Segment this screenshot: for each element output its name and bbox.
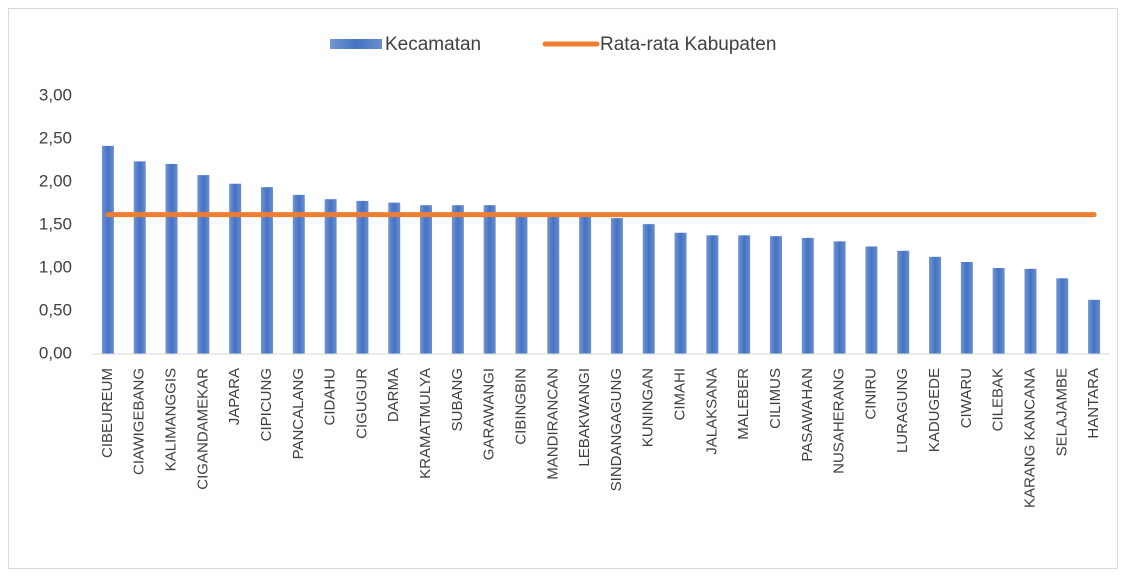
legend-label: Rata-rata Kabupaten (600, 34, 776, 55)
x-tick-label: JALAKSANA (703, 368, 720, 455)
x-tick-label: CILIMUS (767, 368, 784, 429)
bar (197, 175, 210, 354)
x-tick-label: SELAJAMBE (1053, 368, 1070, 456)
x-tick-label: CIGANDAMEKAR (194, 368, 211, 490)
x-tick-label: SINDANGAGUNG (608, 368, 625, 491)
bar (801, 237, 814, 354)
bar (229, 183, 242, 354)
bar (483, 205, 496, 354)
bar (292, 194, 305, 354)
bar (642, 224, 655, 354)
bar (1024, 268, 1037, 354)
bar (1056, 278, 1069, 354)
y-tick-label: 0,50 (39, 300, 72, 319)
x-tick-label: NUSAHERANG (831, 368, 848, 474)
x-tick-label: CIDAHU (322, 368, 339, 426)
x-tick-label: CIMAHI (672, 368, 689, 421)
x-tick-label: KADUGEDE (926, 368, 943, 452)
legend-label: Kecamatan (385, 34, 481, 55)
x-tick-label: GARAWANGI (481, 368, 498, 460)
x-tick-label: CIGUGUR (353, 368, 370, 439)
y-tick-label: 1,00 (39, 257, 72, 276)
x-tick-label: CILEBAK (990, 368, 1007, 431)
bar (101, 145, 114, 354)
x-tick-label: KUNINGAN (640, 368, 657, 447)
bar (451, 205, 464, 354)
x-tick-label: LURAGUNG (894, 368, 911, 453)
bar (388, 202, 401, 354)
bar (992, 268, 1005, 354)
bar (865, 246, 878, 354)
bar (165, 163, 178, 354)
bar (579, 216, 592, 354)
x-tick-label: HANTARA (1085, 368, 1102, 439)
x-tick-label: PASAWAHAN (799, 368, 816, 462)
x-tick-label: CIWARU (958, 368, 975, 428)
x-tick-label: CIBINGBIN (512, 368, 529, 445)
x-tick-label: KALIMANGGIS (163, 368, 180, 471)
x-tick-label: DARMA (385, 368, 402, 422)
bar (897, 250, 910, 354)
bar (324, 199, 337, 354)
y-tick-label: 1,50 (39, 214, 72, 233)
x-tick-label: SUBANG (449, 368, 466, 431)
y-tick-label: 0,00 (39, 343, 72, 362)
x-tick-label: JAPARA (226, 368, 243, 425)
bar (356, 200, 369, 354)
x-tick-label: KRAMATMULYA (417, 368, 434, 479)
bar (706, 235, 719, 354)
bar (260, 187, 273, 354)
legend-swatch (330, 39, 382, 49)
x-tick-label: CIPICUNG (258, 368, 275, 441)
bar (547, 215, 560, 354)
x-tick-label: CIBEUREUM (99, 368, 116, 458)
bar (674, 232, 687, 354)
y-tick-label: 2,50 (39, 128, 72, 147)
x-tick-label: LEBAKWANGI (576, 368, 593, 467)
bar (515, 214, 528, 354)
x-tick-label: CINIRU (862, 368, 879, 420)
bar (610, 218, 623, 354)
bar (769, 236, 782, 354)
y-tick-label: 3,00 (39, 85, 72, 104)
x-tick-label: PANCALANG (290, 368, 307, 459)
bar (133, 161, 146, 354)
y-tick-label: 2,00 (39, 171, 72, 190)
bar (833, 241, 846, 354)
bar (1088, 299, 1101, 354)
x-tick-label: KARANG KANCANA (1021, 368, 1038, 508)
chart-border (8, 8, 1118, 569)
x-tick-label: MALEBER (735, 368, 752, 440)
x-tick-label: CIAWIGEBANG (131, 368, 148, 475)
x-tick-label: MANDIRANCAN (544, 368, 561, 480)
bar (929, 256, 942, 354)
bar (960, 261, 973, 354)
bar (738, 235, 751, 354)
bar (420, 205, 433, 354)
